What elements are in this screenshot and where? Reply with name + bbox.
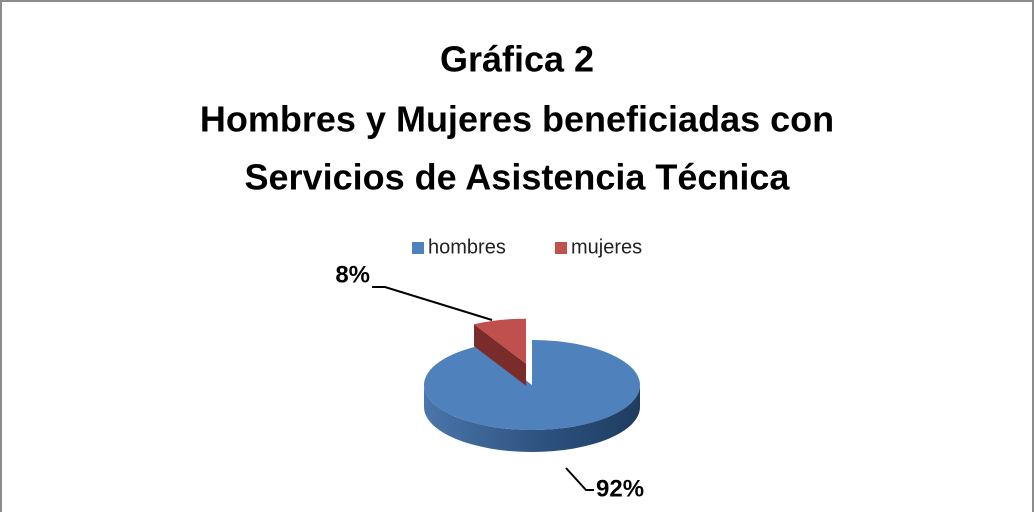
legend-swatch: [555, 242, 567, 254]
chart-title: Gráfica 2: [440, 39, 594, 80]
data-label: 92%: [596, 475, 644, 502]
leader-line: [565, 467, 594, 491]
chart-title: Hombres y Mujeres beneficiadas con: [200, 99, 834, 140]
pie-slice-side: [424, 385, 640, 452]
pie-slice: [423, 340, 640, 430]
chart-title: Servicios de Asistencia Técnica: [245, 157, 791, 198]
pie-slice-face: [474, 324, 527, 386]
pie: [423, 318, 640, 452]
legend-label: hombres: [428, 236, 506, 258]
leader-line: [372, 286, 493, 321]
pie-slice: [474, 318, 527, 364]
legend-swatch: [412, 242, 424, 254]
legend-label: mujeres: [571, 236, 642, 258]
data-label: 8%: [335, 261, 370, 288]
